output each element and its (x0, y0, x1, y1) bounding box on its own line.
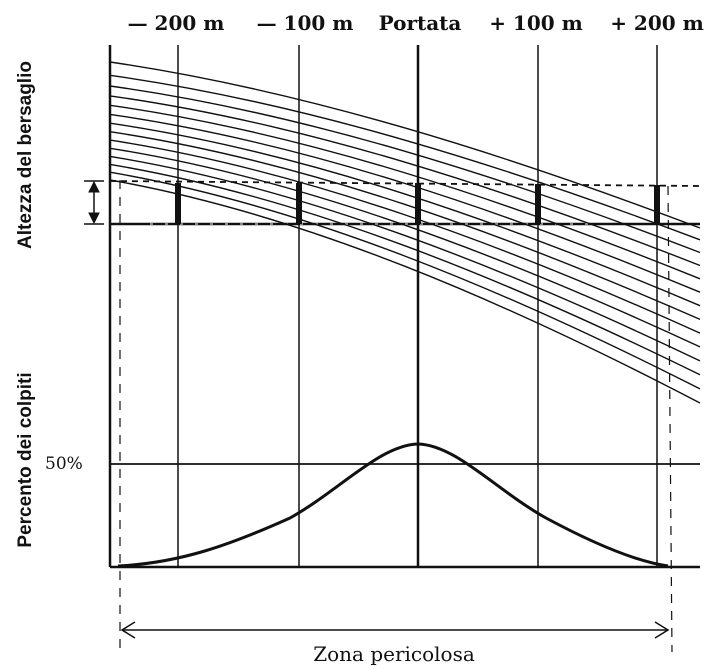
danger-zone-arrow (120, 621, 670, 639)
label-plus-200m: + 200 m (610, 11, 704, 35)
label-danger-zone: Zona pericolosa (313, 642, 475, 666)
trajectory-curve (109, 113, 701, 293)
label-minus-100m: — 100 m (257, 11, 354, 35)
label-hit-percent: Percento dei colpiti (15, 372, 36, 547)
trajectory-curves (109, 61, 701, 404)
target-height-arrow (84, 180, 104, 225)
trajectory-curve (109, 139, 701, 334)
target-height-lines (109, 180, 701, 226)
trajectory-curve (109, 85, 701, 254)
trajectory-curve (109, 147, 701, 348)
trajectory-curve (109, 104, 701, 280)
trajectory-curve (109, 122, 701, 307)
vertical-grid (177, 45, 658, 567)
trajectory-curve (109, 131, 701, 321)
hit-distribution-curve (117, 442, 669, 568)
zone-right-dashed (667, 185, 673, 653)
label-plus-100m: + 100 m (489, 11, 583, 35)
target-bars (175, 183, 660, 224)
trajectory-curve (109, 163, 701, 376)
label-target-height: Altezza del bersaglio (15, 61, 36, 249)
trajectory-curve (109, 74, 701, 241)
label-range: Portata (379, 11, 462, 35)
trajectory-curve (109, 171, 701, 390)
trajectory-curve (109, 95, 701, 267)
trajectory-curve (109, 155, 701, 362)
label-minus-200m: — 200 m (128, 11, 225, 35)
trajectory-curve (109, 61, 701, 229)
trajectory-curve (109, 179, 701, 404)
label-fifty-percent: 50% (45, 454, 83, 474)
